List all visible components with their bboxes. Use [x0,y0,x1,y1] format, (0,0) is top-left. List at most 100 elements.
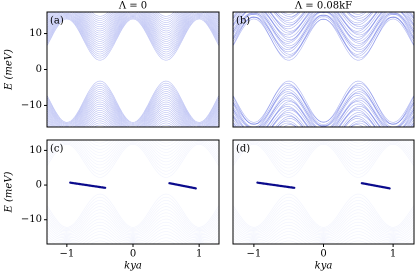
band-curve [47,86,219,126]
panel-label: (c) [50,144,64,155]
x-axis-label: kya [315,261,333,272]
band-curve [47,215,219,237]
band-curve [233,12,414,50]
band-curve [233,108,414,122]
band-curve [47,12,219,42]
panel-title: Λ = 0.08kF [294,1,352,12]
y-tick-label: 10 [29,28,42,39]
band-curve [233,140,414,169]
band-curve [233,193,414,228]
band-curve [233,95,414,127]
band-curve [47,12,219,46]
panel-label: (a) [50,16,64,27]
panel-title: Λ = 0 [118,1,147,12]
band-curve [47,140,219,166]
band-curve [47,103,219,127]
band-curve [47,80,219,123]
band-curve [47,17,219,59]
band-curve [69,181,107,189]
y-tick-label: 0 [36,180,42,191]
band-curve [233,196,414,229]
band-curve [360,182,391,190]
band-curve [47,209,219,234]
band-curve [47,140,219,169]
band-curve [47,12,219,49]
band-curve [47,84,219,125]
band-curve [233,209,414,234]
panel-frame [232,11,415,128]
band-curve [275,116,372,127]
band-curve [47,98,219,118]
band-curve [233,143,414,178]
band-curve [233,142,414,175]
band-curve [233,215,414,237]
band-curve [47,237,219,244]
band-curve [47,234,219,244]
band-curve [47,89,219,127]
band-curve [97,140,169,141]
band-curve [233,92,414,127]
band-curve [47,231,219,244]
band-curve [233,12,414,49]
y-axis-label: E (meV) [4,171,15,213]
band-curve [233,115,414,126]
band-curve [47,142,219,175]
band-curve [233,150,414,162]
x-axis-label: kya [124,261,142,272]
band-curve [233,98,414,118]
band-curve [47,143,219,178]
band-curve [233,12,414,47]
y-tick-label: −10 [21,100,42,111]
band-curve [233,14,414,53]
band-curve [47,18,219,61]
band-curve [47,12,219,44]
band-curve [283,124,364,127]
band-curve [47,228,219,244]
band-curve [168,182,197,190]
y-tick-label: 0 [36,64,42,75]
band-curve [47,196,219,229]
band-curve [233,14,414,55]
band-curve [47,200,219,230]
band-curve [233,129,414,149]
panel [233,12,414,162]
band-curve [47,218,219,239]
band-curve [233,144,414,158]
band-curve [47,212,219,236]
band-curve [47,93,219,127]
band-curve [233,206,414,233]
band-curve [233,12,414,42]
band-curve [233,140,414,166]
panel-label: (b) [236,16,250,27]
x-tick-label: 0 [320,249,326,260]
x-tick-label: 0 [130,249,136,260]
band-curve [233,148,414,161]
band-curve [233,203,414,232]
band-curve [286,140,361,141]
band-curve [47,193,219,228]
band-curve [47,141,219,172]
band-curve [47,221,219,240]
band-curve [47,15,219,55]
band-curve [47,13,219,51]
band-curve [87,118,179,127]
band-curve [256,181,296,189]
band-curve [233,146,414,159]
band-curve [233,212,414,236]
band-curve [233,101,414,127]
band-curve [233,221,414,240]
band-curve [47,101,219,120]
band-curve [47,206,219,233]
band-curve [47,82,219,124]
band-curve [233,16,414,57]
band-curve [233,91,414,127]
panel-label: (d) [236,144,250,155]
band-curve [233,82,414,125]
band-curve [47,101,219,127]
panel [47,12,219,127]
y-tick-label: 10 [29,145,42,156]
x-tick-label: −1 [247,249,262,260]
band-curve [233,234,414,244]
band-curve [233,12,414,44]
